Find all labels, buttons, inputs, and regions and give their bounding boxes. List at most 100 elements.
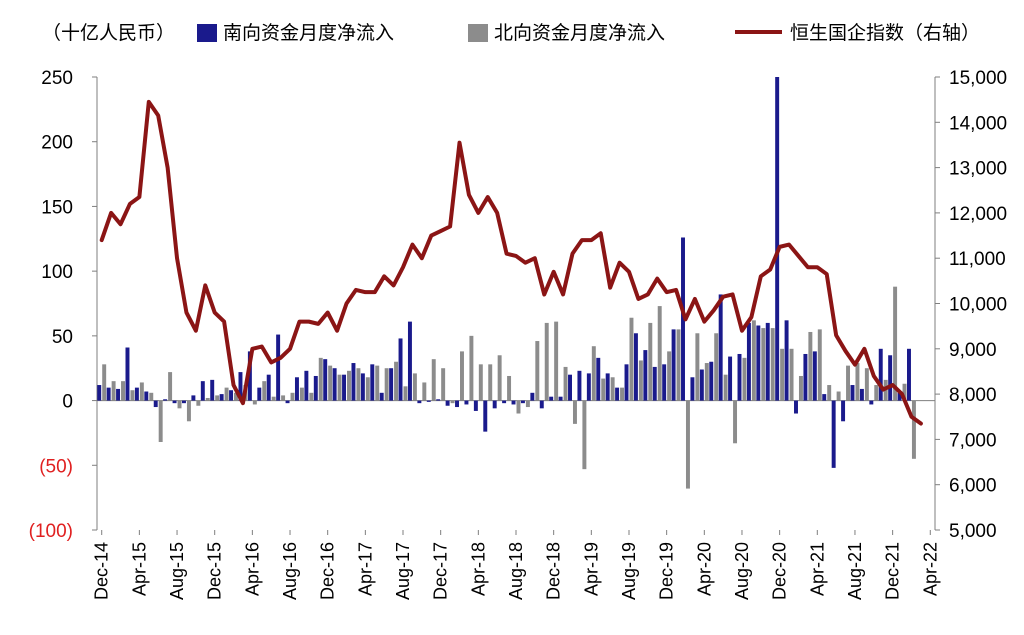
bar-south [398, 338, 403, 401]
bar-north [789, 348, 794, 401]
bar-south [210, 379, 215, 401]
bar-south [153, 400, 158, 408]
bar-north [733, 400, 738, 444]
bar-north [676, 329, 681, 401]
bar-north [196, 400, 201, 406]
left-tick-label: (100) [29, 521, 73, 542]
bar-north [318, 357, 323, 401]
x-tick-label: Apr-19 [581, 542, 601, 596]
x-tick-label: Apr-22 [920, 542, 940, 596]
bar-south [831, 400, 836, 468]
bar-south [323, 359, 328, 401]
bar-north [102, 364, 107, 401]
bar-north [375, 365, 380, 401]
left-tick-label: 200 [41, 133, 73, 154]
x-tick-label: Apr-16 [242, 542, 262, 596]
bar-south [812, 351, 817, 401]
unit-label: （十亿人民币） [42, 22, 175, 44]
right-tick-label: 9,000 [949, 340, 997, 361]
bar-north [422, 382, 427, 401]
bar-north [139, 382, 144, 401]
right-tick-label: 15,000 [949, 68, 1007, 89]
bar-south [549, 396, 554, 401]
bar-south [502, 400, 507, 404]
bar-south [360, 373, 365, 401]
bar-north [610, 377, 615, 401]
x-tick-label: Aug-20 [732, 542, 752, 600]
bar-north [846, 365, 851, 401]
bar-south [681, 237, 685, 401]
left-tick-label: 50 [52, 327, 73, 348]
bar-south [455, 400, 460, 408]
bar-north [714, 333, 719, 401]
bar-south [116, 388, 121, 401]
bar-north [337, 374, 342, 401]
bar-north [365, 377, 370, 401]
bar-south [907, 348, 911, 401]
x-tick-label: Apr-17 [355, 542, 375, 596]
bar-south [276, 334, 281, 401]
x-tick-label: Aug-21 [845, 542, 865, 600]
bar-north [130, 390, 135, 401]
hscei-line [99, 99, 923, 426]
bar-north [262, 381, 267, 401]
bar-south [756, 325, 761, 401]
bar-south [671, 329, 676, 401]
bar-south [520, 400, 525, 404]
bar-north [516, 400, 521, 414]
bar-north [168, 372, 173, 401]
bar-south [144, 391, 149, 401]
bar-south [492, 400, 497, 409]
bar-south [803, 353, 808, 401]
bar-north [855, 363, 860, 401]
bars-north [102, 286, 916, 489]
bar-south [699, 369, 704, 401]
bar-north [761, 328, 766, 401]
bar-north [281, 395, 286, 401]
bar-south [624, 364, 629, 401]
bar-south [370, 364, 375, 401]
bar-south [888, 355, 893, 401]
bar-south [229, 390, 234, 401]
x-tick-label: Dec-16 [318, 542, 338, 600]
x-tick-label: Dec-20 [770, 542, 790, 600]
bars-south [97, 77, 911, 468]
bar-south [568, 374, 572, 401]
bar-south [596, 357, 601, 401]
bar-north [460, 351, 464, 401]
bar-north [620, 387, 625, 401]
bar-north [591, 346, 596, 401]
bar-north [450, 400, 455, 404]
bar-south [417, 400, 422, 404]
bar-north [554, 321, 559, 401]
bar-south [200, 381, 205, 401]
bar-south [285, 400, 290, 404]
bar-north [704, 363, 709, 401]
x-tick-label: Apr-18 [468, 542, 488, 596]
bar-north [384, 368, 389, 401]
x-tick-label: Apr-20 [694, 542, 714, 596]
bar-south [342, 374, 347, 401]
bar-north [177, 400, 182, 409]
bar-south [775, 77, 780, 401]
bar-north [629, 317, 634, 401]
bar-north [111, 381, 116, 401]
bar-north [827, 385, 832, 401]
bar-north [525, 400, 530, 408]
bar-north [394, 361, 399, 401]
legend-swatch-north [468, 24, 488, 42]
bar-north [441, 368, 446, 401]
bar-north [638, 360, 643, 401]
bar-north [808, 331, 813, 401]
hscei-line-layer [99, 99, 923, 426]
bar-south [746, 322, 751, 401]
bar-south [615, 387, 620, 401]
bar-south [633, 333, 638, 401]
bar-south [530, 392, 535, 401]
bar-north [149, 392, 154, 401]
bar-south [558, 396, 563, 401]
bar-south [859, 388, 864, 401]
bar-north [902, 383, 907, 401]
bar-north [751, 320, 756, 401]
bar-north [723, 374, 728, 401]
